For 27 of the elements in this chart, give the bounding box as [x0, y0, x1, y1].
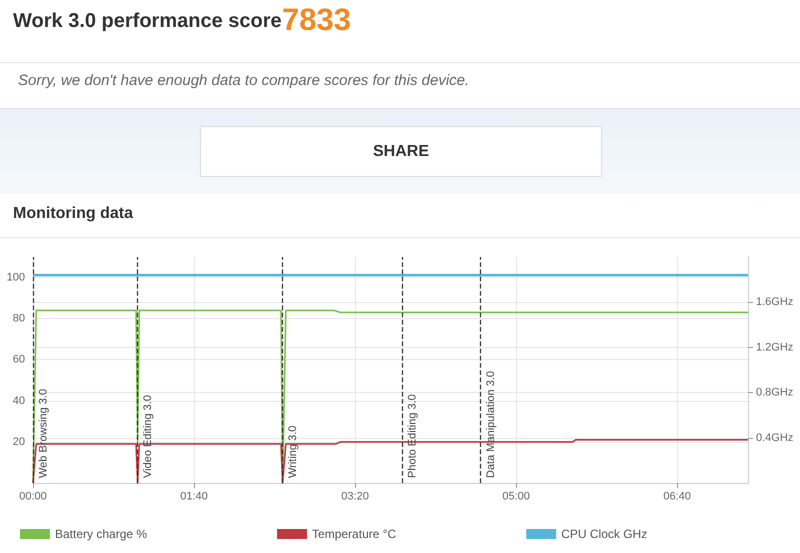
- legend-label: Battery charge %: [55, 527, 148, 541]
- x-tick-label: 00:00: [19, 490, 47, 502]
- ref-line-label: Writing 3.0: [287, 426, 300, 478]
- share-button: SHARE: [200, 126, 602, 177]
- y2-tick-label: 1.2GHz: [756, 341, 794, 354]
- chart-subtitle: Sorry, we don't have enough data to compare scores for this device.: [18, 72, 470, 89]
- y2-tick-label: 0.4GHz: [756, 432, 794, 444]
- legend-label: Temperature °C: [312, 527, 397, 541]
- ref-line-label: Web Browsing 3.0: [38, 388, 50, 478]
- x-tick-label: 01:40: [180, 490, 208, 502]
- y-tick-label: 100: [6, 272, 25, 284]
- ref-line-label: Data Manipulation 3.0: [485, 370, 498, 478]
- y2-tick-label: 0.8GHz: [756, 386, 794, 399]
- y-tick-label: 40: [12, 394, 25, 407]
- ref-line-label: Photo Editing 3.0: [406, 394, 418, 478]
- x-tick-label: 03:20: [341, 490, 369, 502]
- x-tick-label: 05:00: [502, 490, 530, 502]
- y2-tick-label: 1.6GHz: [756, 296, 794, 308]
- text: 7833: [282, 2, 351, 38]
- y-tick-label: 80: [12, 312, 25, 325]
- chart-title: Work 3.0 performance score: [13, 10, 282, 33]
- y-tick-label: 60: [12, 354, 25, 366]
- legend-label: CPU Clock GHz: [561, 527, 648, 541]
- x-tick-label: 06:40: [663, 490, 691, 502]
- ref-line-label: Video Editing 3.0: [142, 395, 154, 478]
- text: Monitoring data: [13, 205, 133, 223]
- y-tick-label: 20: [12, 436, 25, 448]
